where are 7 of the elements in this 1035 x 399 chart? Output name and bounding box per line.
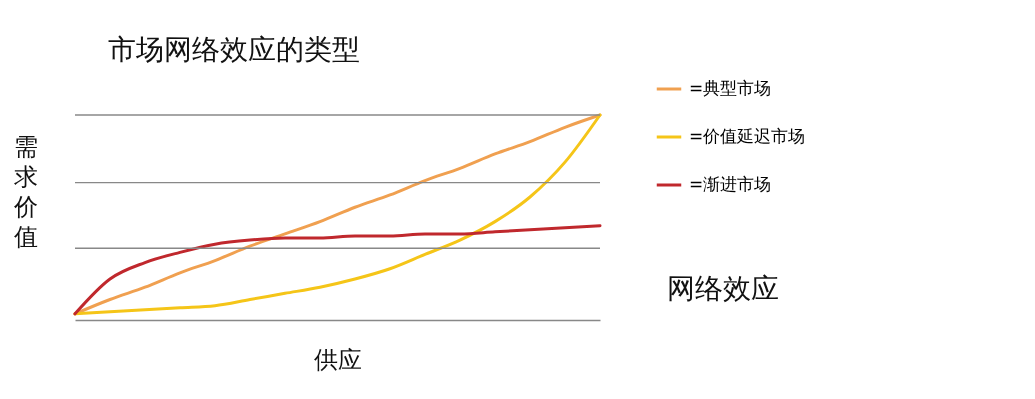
y-axis-title: 需求价值 xyxy=(12,132,38,251)
legend-label: =典型市场 xyxy=(689,78,772,98)
legend-label: =渐进市场 xyxy=(689,174,772,194)
chart-title: 市场网络效应的类型 xyxy=(108,33,360,66)
x-axis-title: 供应 xyxy=(314,345,362,374)
legend-label: =价值延迟市场 xyxy=(689,126,806,146)
text: 网络效应 xyxy=(667,272,779,305)
